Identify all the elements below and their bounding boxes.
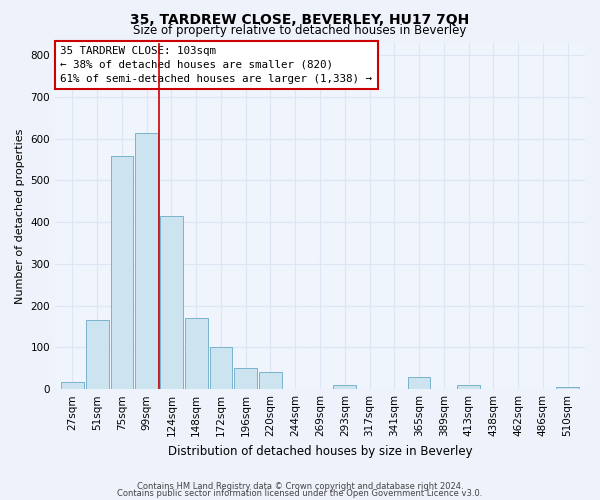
- Y-axis label: Number of detached properties: Number of detached properties: [15, 128, 25, 304]
- Bar: [235, 368, 257, 389]
- Bar: [209, 348, 232, 389]
- Bar: [61, 382, 84, 389]
- Bar: [135, 132, 158, 389]
- Bar: [110, 156, 133, 389]
- Bar: [86, 320, 109, 389]
- Bar: [407, 376, 430, 389]
- X-axis label: Distribution of detached houses by size in Beverley: Distribution of detached houses by size …: [168, 444, 472, 458]
- Text: Contains public sector information licensed under the Open Government Licence v3: Contains public sector information licen…: [118, 489, 482, 498]
- Bar: [160, 216, 183, 389]
- Text: Size of property relative to detached houses in Beverley: Size of property relative to detached ho…: [133, 24, 467, 37]
- Text: 35, TARDREW CLOSE, BEVERLEY, HU17 7QH: 35, TARDREW CLOSE, BEVERLEY, HU17 7QH: [130, 12, 470, 26]
- Bar: [334, 385, 356, 389]
- Bar: [556, 387, 579, 389]
- Bar: [457, 385, 480, 389]
- Text: Contains HM Land Registry data © Crown copyright and database right 2024.: Contains HM Land Registry data © Crown c…: [137, 482, 463, 491]
- Text: 35 TARDREW CLOSE: 103sqm
← 38% of detached houses are smaller (820)
61% of semi-: 35 TARDREW CLOSE: 103sqm ← 38% of detach…: [61, 46, 373, 84]
- Bar: [259, 372, 282, 389]
- Bar: [185, 318, 208, 389]
